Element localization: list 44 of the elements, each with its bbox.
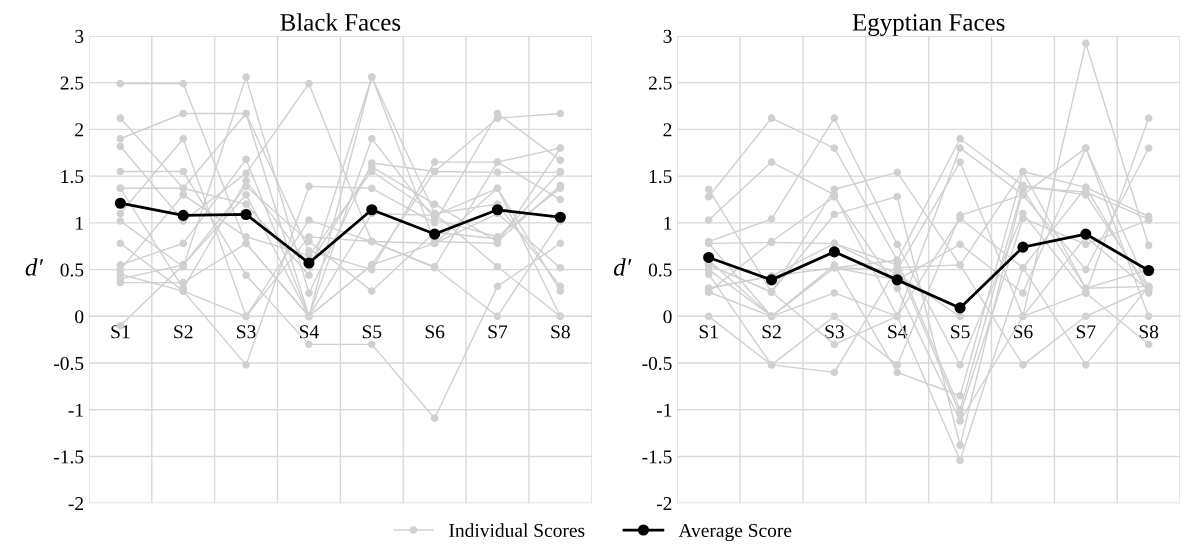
x-tick-label: S3 — [237, 325, 256, 339]
y-tick-label: -0.5 — [54, 356, 84, 371]
y-tick-label: -1.5 — [54, 450, 84, 464]
chart-title: Black Faces — [280, 13, 401, 31]
legend-label: Average Score — [678, 523, 792, 542]
y-tick-label: 1 — [76, 216, 83, 230]
y-tick-label: 2.5 — [648, 76, 672, 90]
y-tick-label: 0 — [75, 310, 84, 324]
legend-label: Individual Scores — [449, 523, 585, 538]
y-tick-label: -2 — [656, 497, 672, 510]
y-tick-label: 0.5 — [60, 263, 84, 277]
y-axis-title: d′ — [25, 258, 44, 276]
y-tick-label: -1.5 — [642, 450, 672, 464]
y-tick-label: 3 — [75, 29, 84, 43]
y-tick-label: 1.5 — [649, 170, 672, 184]
chart-title: Egyptian Faces — [852, 14, 1005, 36]
x-tick-label: S3 — [825, 325, 844, 339]
x-tick-label: S2 — [762, 325, 781, 339]
x-tick-label: S1 — [699, 325, 718, 339]
y-tick-label: 3 — [663, 29, 672, 43]
y-tick-label: 1 — [664, 216, 672, 230]
y-tick-label: -2 — [68, 497, 84, 510]
y-tick-label: -0.5 — [642, 356, 672, 371]
y-axis-title: d′ — [613, 258, 632, 276]
y-tick-label: -1 — [656, 403, 672, 417]
x-tick-label: S1 — [111, 325, 130, 339]
y-tick-label: 0 — [663, 310, 672, 324]
x-tick-label: S4 — [299, 325, 319, 339]
x-tick-label: S2 — [174, 325, 193, 339]
x-tick-label: S4 — [888, 325, 908, 339]
x-tick-label: S7 — [1076, 325, 1096, 339]
x-tick-label: S6 — [425, 325, 445, 339]
x-tick-label: S6 — [1013, 325, 1033, 339]
x-tick-label: S7 — [488, 325, 508, 339]
y-tick-label: 2.5 — [60, 76, 84, 90]
y-tick-label: 0.5 — [648, 263, 672, 277]
y-tick-label: 2 — [663, 123, 672, 137]
x-tick-label: S8 — [1139, 325, 1159, 339]
y-tick-label: 1.5 — [61, 170, 84, 184]
y-tick-label: -1 — [68, 403, 83, 417]
y-tick-label: 2 — [75, 123, 84, 137]
x-tick-label: S5 — [362, 325, 382, 339]
x-tick-label: S5 — [951, 325, 970, 339]
x-tick-label: S8 — [551, 325, 570, 339]
